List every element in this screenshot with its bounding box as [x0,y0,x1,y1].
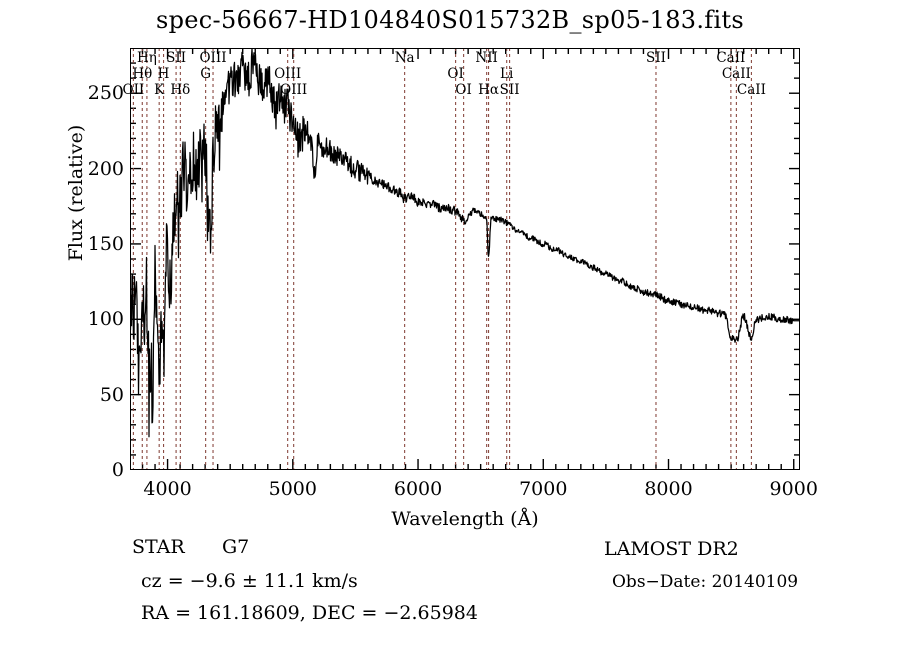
spectral-line-label: CaII [736,82,766,98]
x-tick-label: 7000 [519,478,568,500]
spectral-line-label: K [154,82,165,98]
y-tick-label: 250 [87,82,124,105]
footer-survey: LAMOST DR2 [604,538,739,560]
spectral-line-label: OIII [274,66,302,82]
spectrum-trace [130,48,800,470]
footer-cz: cz = −9.6 ± 11.1 km/s [141,570,358,592]
spectral-line-label: Li [500,66,514,82]
x-tick-label: 6000 [393,478,443,500]
page-title: spec-56667-HD104840S015732B_sp05-183.fit… [156,6,744,34]
spectral-line-label: Hα [478,82,499,98]
spectral-line-label: OII [122,82,145,98]
footer-coords: RA = 161.18609, DEC = −2.65984 [141,602,478,624]
spectral-line-label: OIII [280,82,308,98]
plot-frame [130,48,800,470]
x-axis-tick-labels: 4000 5000 6000 7000 8000 9000 [130,478,818,502]
spectral-line-label: SII [646,50,666,66]
y-axis-label: Flux (relative) [65,124,87,262]
spectral-line-label: OI [455,82,472,98]
spectral-line-label: SII [499,82,520,98]
spectral-line-label: H [157,66,170,82]
spectral-line-label: Na [394,50,415,66]
y-tick-label: 50 [99,383,124,406]
spectral-line-label: Hη [136,50,157,66]
x-tick-label: 9000 [769,478,818,500]
spectrum-plot: OII Hθ Hη K H SII Hδ G OIII OIII OIII Na OI OI NII Hα Li… [123,48,800,470]
y-tick-label: 200 [87,157,124,180]
spectrum-canvas [130,48,800,470]
spectral-line-label: Hδ [170,82,191,98]
spectral-line-label: OI [447,66,464,82]
x-tick-label: 4000 [143,478,192,500]
spectral-line-label: G [200,66,212,82]
footer-object-type: STAR [132,536,185,558]
spectral-line-label: OIII [199,50,227,66]
y-axis-tick-labels: 0 50 100 150 200 250 [66,48,124,481]
footer-spectral-class: G7 [222,536,250,558]
y-tick-label: 100 [87,308,124,331]
y-tick-label: 0 [111,459,124,481]
y-tick-label: 150 [87,232,124,255]
spectral-line-label: NII [475,50,498,66]
footer-obs-date: Obs−Date: 20140109 [612,572,799,592]
spectral-line-label: Hθ [132,66,153,82]
x-tick-label: 8000 [644,478,693,500]
x-tick-label: 5000 [268,478,317,500]
spectral-line-label: CaII [716,50,746,66]
spectral-line-label: SII [166,50,187,66]
x-axis-label: Wavelength (Å) [391,508,539,530]
spectral-line-label: CaII [721,66,751,82]
